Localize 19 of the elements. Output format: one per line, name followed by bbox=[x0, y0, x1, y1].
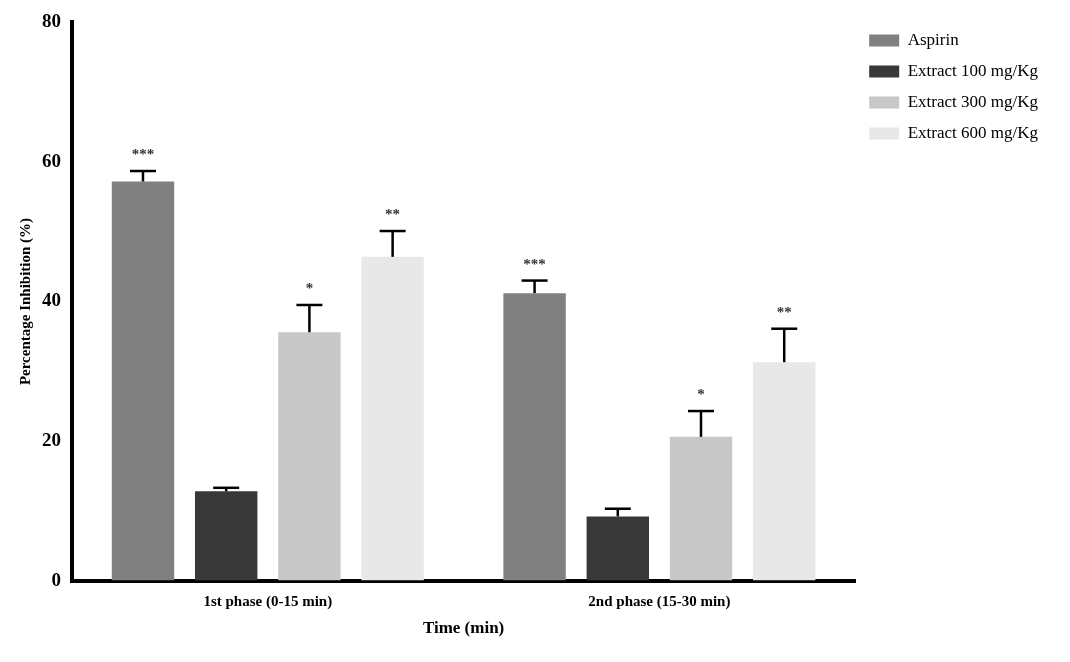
data-label: ** bbox=[776, 304, 792, 321]
y-tick-label: 80 bbox=[42, 10, 61, 32]
y-tick-label: 40 bbox=[42, 289, 61, 311]
y-tick-label: 0 bbox=[51, 568, 61, 590]
x-tick-label: 2nd phase (15-30 min) bbox=[588, 593, 731, 611]
y-tick-label: 20 bbox=[42, 428, 61, 450]
legend-label: Extract 300 mg/Kg bbox=[907, 91, 1039, 111]
x-axis-title: Time (min) bbox=[422, 618, 505, 638]
y-tick-label: 60 bbox=[42, 149, 61, 171]
data-label: *** bbox=[523, 255, 546, 272]
data-label: * bbox=[697, 386, 705, 403]
y-axis-title: Percentage Inhibition (%) bbox=[16, 217, 34, 386]
legend-label: Extract 100 mg/Kg bbox=[907, 60, 1039, 80]
data-label: *** bbox=[131, 146, 155, 163]
legend-label: Aspirin bbox=[907, 29, 960, 49]
legend-label: Extract 600 mg/Kg bbox=[907, 122, 1039, 142]
data-label: ** bbox=[385, 206, 401, 223]
x-tick-label: 1st phase (0-15 min) bbox=[203, 593, 333, 611]
data-label: * bbox=[305, 280, 314, 297]
